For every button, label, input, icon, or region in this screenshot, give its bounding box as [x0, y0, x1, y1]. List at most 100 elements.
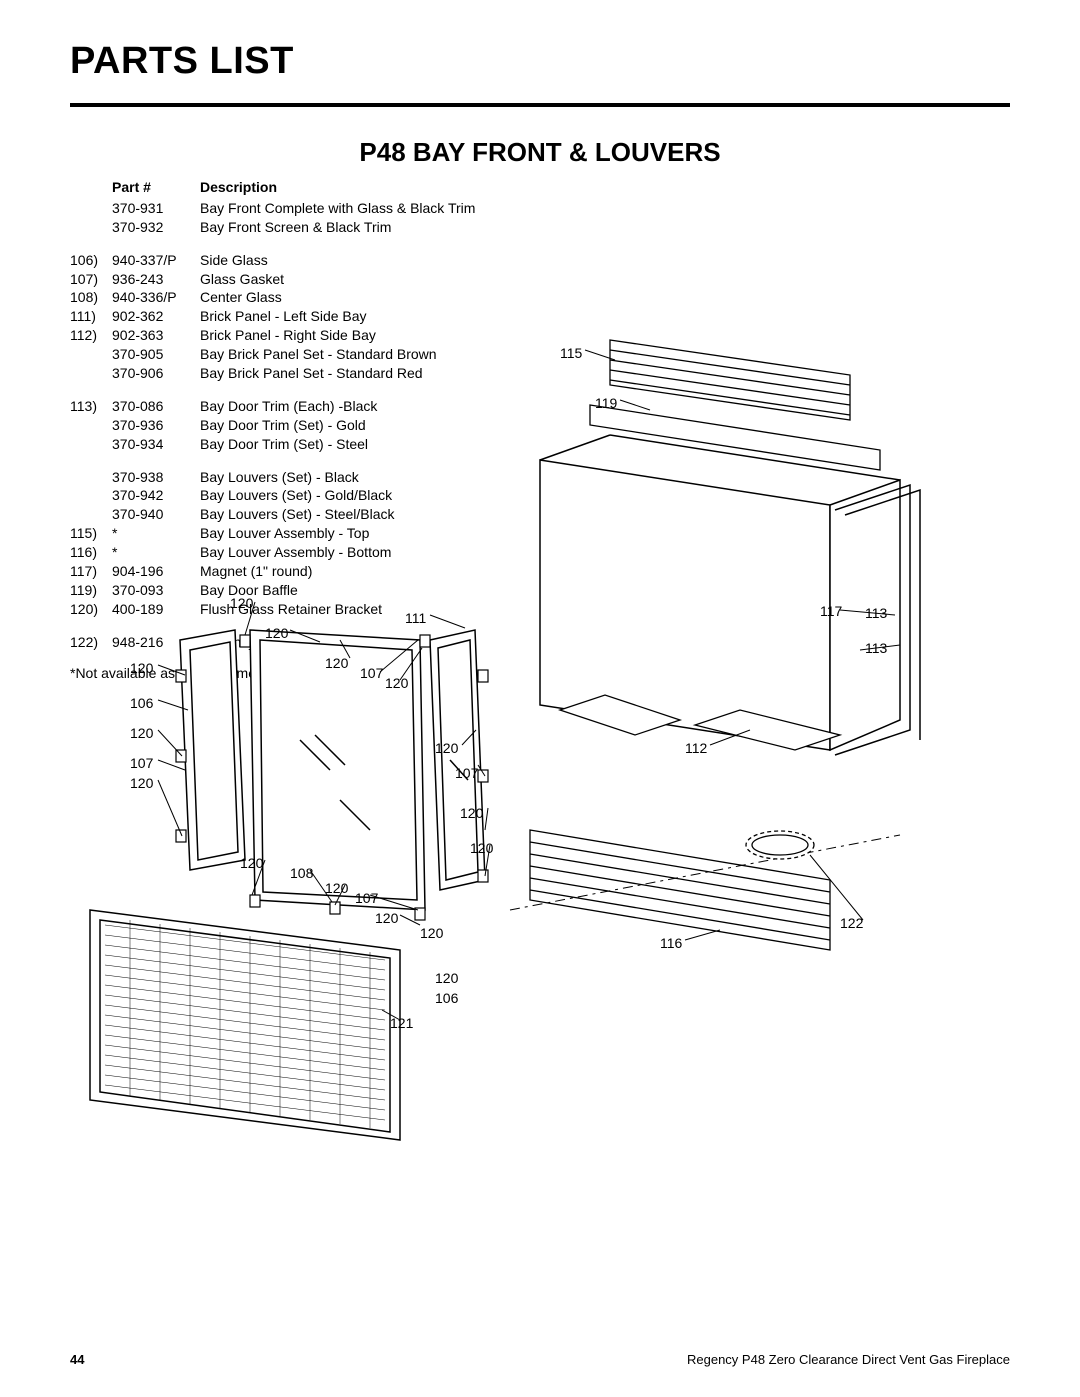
product-name: Regency P48 Zero Clearance Direct Vent G…	[687, 1352, 1010, 1367]
table-row: 119)370-093Bay Door Baffle	[70, 581, 1010, 600]
callout-label: 113	[865, 640, 887, 656]
callout-label: 108	[290, 865, 313, 881]
callout-label: 120	[375, 910, 398, 926]
table-row: 370-906Bay Brick Panel Set - Standard Re…	[70, 364, 1010, 383]
cell-ref: 106)	[70, 251, 112, 270]
callout-label: 120	[435, 740, 458, 756]
cell-part: 936-243	[112, 270, 200, 289]
table-row: 370-932Bay Front Screen & Black Trim	[70, 218, 1010, 237]
cell-ref	[70, 486, 112, 505]
cell-part: 370-934	[112, 435, 200, 454]
cell-part: 370-931	[112, 199, 200, 218]
cell-part: 370-932	[112, 218, 200, 237]
cell-part: 902-362	[112, 307, 200, 326]
page-footer: 44 Regency P48 Zero Clearance Direct Ven…	[70, 1352, 1010, 1367]
table-row: 108)940-336/PCenter Glass	[70, 288, 1010, 307]
callout-label: 120	[470, 840, 493, 856]
cell-desc: Bay Louvers (Set) - Gold/Black	[200, 486, 1010, 505]
table-row: 370-934Bay Door Trim (Set) - Steel	[70, 435, 1010, 454]
cell-desc: Glass Gasket	[200, 270, 1010, 289]
cell-desc: Bay Front Complete with Glass & Black Tr…	[200, 199, 1010, 218]
cell-part: 940-336/P	[112, 288, 200, 307]
callout-label: 122	[840, 915, 863, 931]
callout-label: 116	[660, 935, 682, 951]
cell-desc: Magnet (1" round)	[200, 562, 1010, 581]
cell-part: 370-093	[112, 581, 200, 600]
callout-label: 120	[325, 655, 348, 671]
cell-ref: 115)	[70, 524, 112, 543]
callout-label: 107	[355, 890, 378, 906]
cell-ref: 111)	[70, 307, 112, 326]
table-header-row: Part # Description	[70, 178, 1010, 197]
cell-desc: Bay Door Trim (Set) - Gold	[200, 416, 1010, 435]
cell-desc: Center Glass	[200, 288, 1010, 307]
callout-label: 121	[390, 1015, 413, 1031]
cell-desc: Brick Panel - Right Side Bay	[200, 326, 1010, 345]
table-row: 113)370-086Bay Door Trim (Each) -Black	[70, 397, 1010, 416]
callout-label: 120	[130, 725, 153, 741]
table-row: 370-905Bay Brick Panel Set - Standard Br…	[70, 345, 1010, 364]
callout-label: 112	[685, 740, 707, 756]
table-row: 370-931Bay Front Complete with Glass & B…	[70, 199, 1010, 218]
cell-part: 370-936	[112, 416, 200, 435]
cell-desc: Brick Panel - Left Side Bay	[200, 307, 1010, 326]
cell-desc: Side Glass	[200, 251, 1010, 270]
cell-part: 400-189	[112, 600, 200, 619]
cell-part: 370-086	[112, 397, 200, 416]
callout-label: 120	[420, 925, 443, 941]
cell-desc: Bay Louver Assembly - Bottom	[200, 543, 1010, 562]
callout-label: 119	[595, 395, 617, 411]
cell-ref	[70, 364, 112, 383]
cell-ref	[70, 218, 112, 237]
cell-ref	[70, 345, 112, 364]
table-row: 115)*Bay Louver Assembly - Top	[70, 524, 1010, 543]
header-part: Part #	[112, 178, 200, 197]
horizontal-rule	[70, 103, 1010, 107]
cell-part: 902-363	[112, 326, 200, 345]
cell-ref: 107)	[70, 270, 112, 289]
table-row: 370-936Bay Door Trim (Set) - Gold	[70, 416, 1010, 435]
cell-part: *	[112, 543, 200, 562]
cell-part: 904-196	[112, 562, 200, 581]
table-row: 107)936-243Glass Gasket	[70, 270, 1010, 289]
cell-part: 370-905	[112, 345, 200, 364]
cell-desc: Bay Brick Panel Set - Standard Red	[200, 364, 1010, 383]
footnote: *Not available as a replacement part.	[70, 664, 1010, 683]
table-row: 116)*Bay Louver Assembly - Bottom	[70, 543, 1010, 562]
callout-label: 107	[360, 665, 383, 681]
table-row: 370-940Bay Louvers (Set) - Steel/Black	[70, 505, 1010, 524]
cell-desc: Bay Louvers (Set) - Black	[200, 468, 1010, 487]
cell-ref: 120)	[70, 600, 112, 619]
cell-desc: Bay Front Screen & Black Trim	[200, 218, 1010, 237]
page-title: PARTS LIST	[70, 40, 1010, 83]
cell-desc: Bay Door Trim (Set) - Steel	[200, 435, 1010, 454]
cell-part: 370-938	[112, 468, 200, 487]
cell-desc: Bay Louvers (Set) - Steel/Black	[200, 505, 1010, 524]
cell-part: 940-337/P	[112, 251, 200, 270]
callout-label: 117	[820, 603, 842, 619]
cell-part: 370-942	[112, 486, 200, 505]
cell-desc: Flush Glass Retainer Bracket	[200, 600, 1010, 619]
cell-part: *	[112, 524, 200, 543]
page-number: 44	[70, 1352, 84, 1367]
callout-label: 120	[435, 970, 458, 986]
callout-label: 120	[130, 775, 153, 791]
cell-ref	[70, 505, 112, 524]
cell-ref: 112)	[70, 326, 112, 345]
cell-ref: 117)	[70, 562, 112, 581]
table-row: 106)940-337/PSide Glass	[70, 251, 1010, 270]
callout-label: 106	[435, 990, 458, 1006]
callout-label: 107	[455, 765, 478, 781]
table-row: 111)902-362Brick Panel - Left Side Bay	[70, 307, 1010, 326]
callout-label: 107	[130, 755, 153, 771]
callout-label: 115	[560, 345, 582, 361]
cell-ref	[70, 435, 112, 454]
cell-desc: Bay Brick Panel Set - Standard Brown	[200, 345, 1010, 364]
table-row: 370-938Bay Louvers (Set) - Black	[70, 468, 1010, 487]
table-row: 112)902-363Brick Panel - Right Side Bay	[70, 326, 1010, 345]
callout-label: 120	[460, 805, 483, 821]
section-title: P48 BAY FRONT & LOUVERS	[70, 137, 1010, 168]
header-desc: Description	[200, 178, 1010, 197]
callout-label: 120	[265, 625, 288, 641]
cell-ref: 116)	[70, 543, 112, 562]
